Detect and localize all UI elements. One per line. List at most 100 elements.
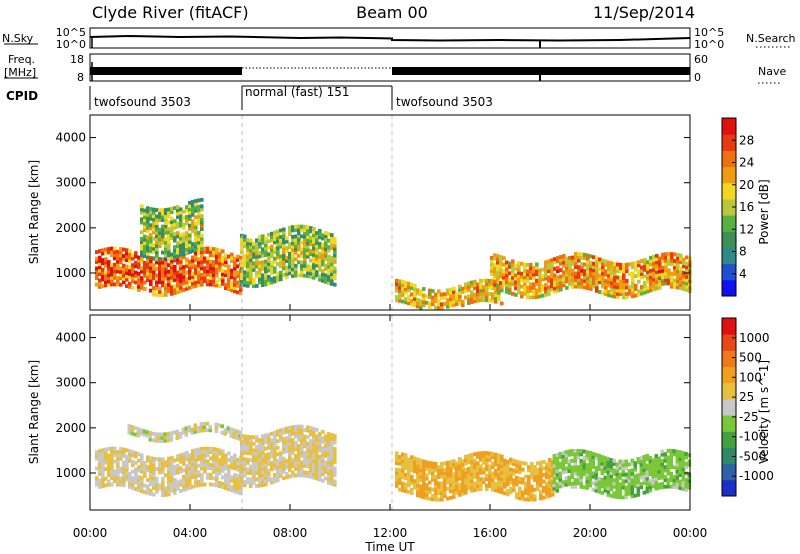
velocity-echo-cell: [458, 473, 462, 478]
velocity-echo-cell: [591, 458, 596, 463]
power-echo-cell: [261, 237, 265, 242]
power-echo-cell: [592, 278, 596, 282]
velocity-echo-cell: [233, 486, 237, 490]
velocity-echo-cell: [146, 458, 150, 463]
power-echo-cell: [264, 243, 268, 248]
velocity-echo-cell: [687, 459, 692, 464]
velocity-echo-cell: [223, 431, 228, 436]
power-echo-cell: [517, 267, 521, 272]
power-echo-cell: [491, 299, 495, 303]
velocity-echo-cell: [684, 478, 689, 482]
power-echo-cell: [658, 279, 662, 284]
velocity-echo-cell: [236, 457, 240, 462]
velocity-echo-cell: [404, 482, 408, 487]
velocity-echo-cell: [458, 457, 462, 461]
power-echo-cell: [146, 225, 150, 230]
power-echo-cell: [279, 257, 283, 262]
velocity-echo-cell: [197, 463, 201, 468]
power-echo-cell: [568, 262, 572, 267]
velocity-echo-cell: [657, 459, 662, 464]
power-echo-cell: [191, 206, 195, 211]
x-tick-label: 04:00: [173, 526, 208, 540]
power-echo-cell: [505, 286, 509, 291]
power-echo-cell: [550, 287, 554, 292]
power-echo-cell: [449, 297, 453, 302]
power-echo-cell: [164, 292, 168, 297]
velocity-echo-cell: [446, 470, 450, 475]
velocity-echo-cell: [564, 450, 569, 455]
power-echo-cell: [490, 262, 494, 267]
velocity-echo-cell: [130, 431, 135, 436]
power-echo-cell: [249, 280, 253, 285]
power-echo-cell: [610, 280, 614, 285]
power-echo-cell: [143, 270, 147, 275]
power-echo-cell: [249, 248, 253, 253]
power-echo-cell: [598, 273, 602, 278]
power-echo-cell: [661, 281, 665, 286]
power-echo-cell: [574, 255, 578, 260]
velocity-echo-cell: [545, 472, 549, 476]
power-echo-cell: [583, 278, 587, 283]
power-echo-cell: [327, 248, 331, 253]
power-echo-cell: [261, 260, 265, 265]
power-echo-cell: [619, 279, 623, 283]
velocity-echo-cell: [585, 482, 590, 487]
velocity-echo-cell: [440, 465, 444, 469]
power-echo-cell: [544, 273, 548, 278]
velocity-echo-cell: [191, 452, 195, 457]
velocity-echo-cell: [249, 464, 253, 469]
power-echo-cell: [595, 272, 599, 277]
velocity-echo-cell: [227, 480, 231, 485]
power-echo-cell: [273, 256, 277, 261]
power-echo-cell: [173, 254, 177, 259]
velocity-echo-cell: [615, 465, 620, 470]
velocity-echo-cell: [131, 469, 135, 474]
power-echo-cell: [161, 234, 165, 239]
power-echo-cell: [458, 294, 462, 299]
power-echo-cell: [209, 259, 213, 264]
velocity-echo-cell: [143, 461, 147, 465]
power-echo-cell: [104, 283, 108, 288]
velocity-echo-cell: [431, 468, 435, 472]
velocity-echo-cell: [107, 463, 111, 468]
power-echo-cell: [449, 300, 453, 305]
sky-label: N.Sky: [2, 32, 34, 45]
power-echo-cell: [176, 290, 180, 294]
power-echo-cell: [479, 282, 483, 286]
power-echo-cell: [170, 220, 174, 224]
velocity-echo-cell: [524, 484, 528, 489]
power-echo-cell: [279, 264, 283, 269]
power-echo-cell: [152, 220, 156, 225]
power-echo-cell: [303, 250, 307, 255]
power-echo-cell: [179, 276, 183, 280]
power-echo-cell: [297, 237, 301, 242]
power-echo-cell: [321, 236, 325, 241]
velocity-echo-cell: [530, 462, 534, 466]
power-echo-cell: [685, 281, 689, 286]
velocity-echo-cell: [209, 482, 213, 487]
velocity-echo-cell: [548, 467, 552, 472]
power-echo-cell: [140, 253, 144, 257]
velocity-echo-cell: [148, 434, 153, 439]
power-echo-cell: [101, 248, 105, 253]
velocity-echo-cell: [482, 470, 486, 475]
velocity-echo-cell: [446, 480, 450, 485]
velocity-echo-cell: [252, 451, 256, 456]
power-echo-cell: [407, 281, 411, 286]
velocity-echo-cell: [630, 458, 635, 463]
power-echo-cell: [300, 253, 304, 258]
power-echo-cell: [327, 238, 331, 243]
power-echo-cell: [143, 224, 147, 229]
velocity-echo-cell: [669, 474, 674, 479]
power-echo-cell: [288, 242, 292, 246]
power-echo-cell: [255, 274, 259, 279]
velocity-echo-cell: [258, 467, 262, 472]
velocity-echo-cell: [512, 481, 516, 486]
velocity-echo-cell: [461, 475, 465, 480]
power-echo-cell: [294, 267, 298, 271]
power-echo-cell: [622, 269, 626, 274]
power-echo-cell: [473, 279, 477, 284]
power-echo-cell: [182, 225, 186, 230]
velocity-echo-cell: [573, 481, 578, 486]
power-echo-cell: [544, 286, 548, 291]
